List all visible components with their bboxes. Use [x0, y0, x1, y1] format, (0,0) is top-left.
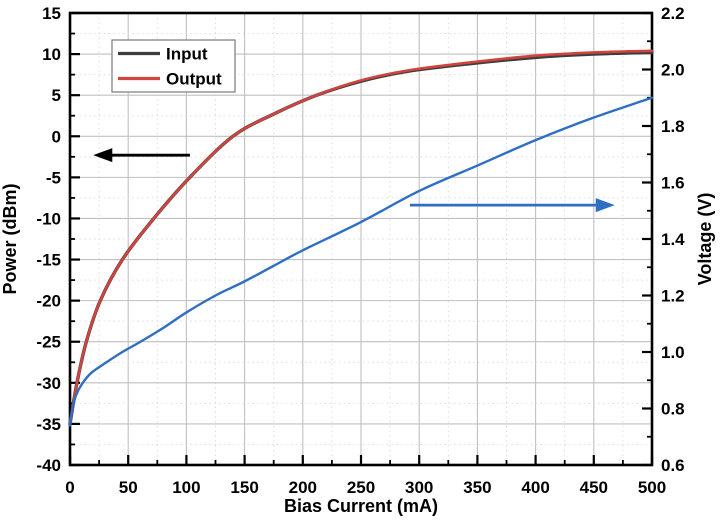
legend-label-input: Input [166, 45, 208, 64]
x-tick-label: 50 [119, 478, 138, 497]
y-right-tick-label: 1.0 [661, 343, 685, 362]
x-tick-label: 400 [521, 478, 549, 497]
y-left-tick-label: -20 [36, 292, 61, 311]
y-right-tick-label: 0.6 [661, 456, 685, 475]
y-right-tick-label: 1.2 [661, 287, 685, 306]
y-left-tick-label: 10 [42, 45, 61, 64]
left-axis-title: Power (dBm) [0, 183, 20, 294]
y-right-tick-label: 1.4 [661, 230, 685, 249]
x-tick-label: 200 [289, 478, 317, 497]
legend-label-output: Output [166, 70, 222, 89]
tick-labels: 0 50 100 150 200 250 300 350 400 450 500151050-5-1… [36, 4, 685, 497]
y-left-tick-label: -15 [36, 251, 61, 270]
legend-entry-output: Output [118, 70, 222, 89]
x-tick-label: 100 [172, 478, 200, 497]
x-tick-label: 450 [580, 478, 608, 497]
x-tick-label: 350 [463, 478, 491, 497]
right-axis-arrow-head [595, 198, 615, 213]
annotation-layer [93, 148, 615, 213]
y-left-tick-label: -40 [36, 456, 61, 475]
legend-box [111, 39, 236, 93]
y-left-tick-label: -5 [46, 168, 61, 187]
y-left-tick-label: 5 [52, 86, 61, 105]
y-right-tick-label: 2.2 [661, 4, 685, 23]
x-tick-label: 0 [65, 478, 74, 497]
y-right-tick-label: 1.8 [661, 117, 685, 136]
right-axis-title: Voltage (V) [695, 193, 715, 286]
y-left-tick-label: -35 [36, 415, 61, 434]
legend: Input Output [111, 39, 236, 93]
y-right-tick-label: 0.8 [661, 400, 685, 419]
series-output-curve [68, 49, 654, 426]
y-left-tick-label: -10 [36, 209, 61, 228]
y-right-tick-label: 2.0 [661, 61, 685, 80]
series-voltage-curve [68, 96, 654, 427]
x-axis-title: Bias Current (mA) [284, 496, 438, 516]
y-left-tick-label: 0 [52, 127, 61, 146]
left-axis-arrow-head [93, 148, 113, 163]
y-left-tick-label: -25 [36, 333, 61, 352]
x-tick-label: 300 [405, 478, 433, 497]
y-left-tick-label: 15 [42, 4, 61, 23]
tick-layer [68, 11, 654, 467]
y-left-tick-label: -30 [36, 374, 61, 393]
legend-entry-input: Input [118, 45, 208, 64]
x-tick-label: 500 [638, 478, 666, 497]
x-tick-label: 150 [230, 478, 258, 497]
x-tick-label: 250 [347, 478, 375, 497]
series-layer [68, 49, 654, 427]
y-right-tick-label: 1.6 [661, 174, 685, 193]
